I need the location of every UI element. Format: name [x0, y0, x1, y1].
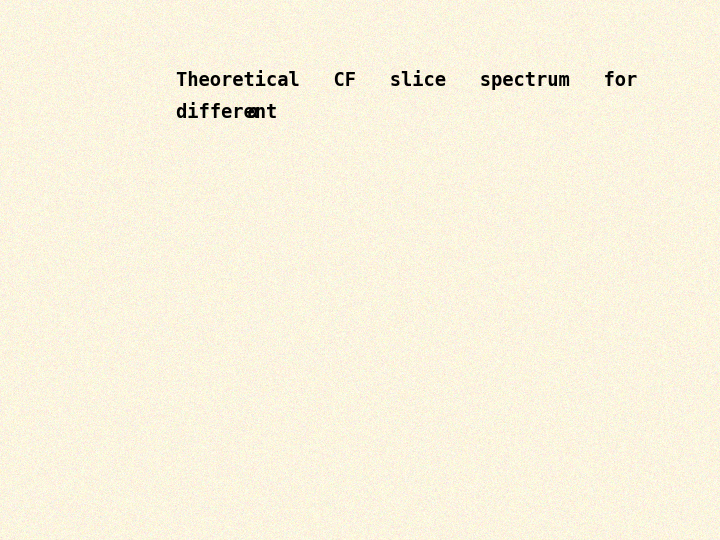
- Text: Theoretical   CF   slice   spectrum   for: Theoretical CF slice spectrum for: [176, 70, 638, 90]
- Text: different: different: [176, 103, 289, 122]
- Text: α: α: [247, 103, 258, 122]
